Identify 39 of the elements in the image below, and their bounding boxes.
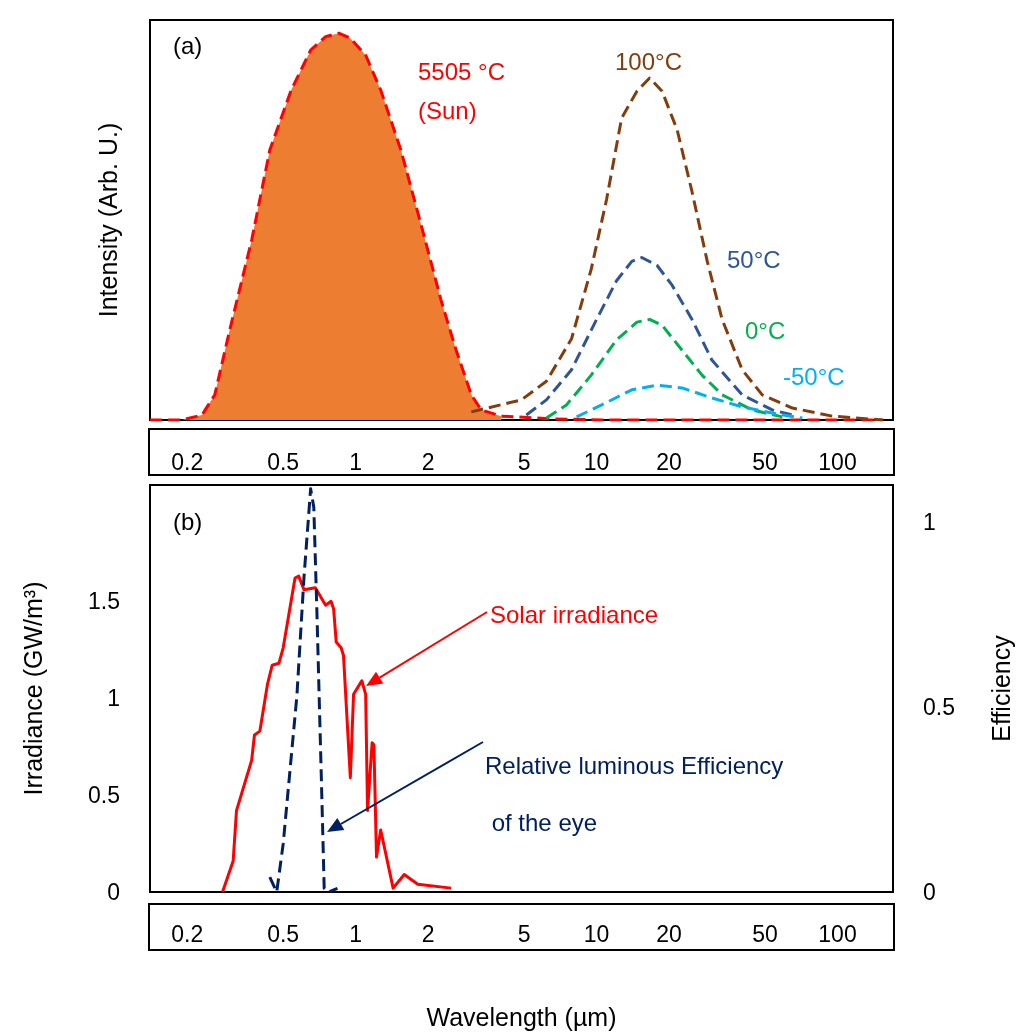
y-tick-label: 1.5 [88, 588, 120, 615]
x-tick-label: 100 [818, 448, 857, 475]
y-tick-label: 0 [107, 879, 120, 905]
x-tick-label: 0.5 [267, 920, 300, 947]
x-tick-label: 5 [517, 448, 531, 475]
x-tick-label: 10 [583, 448, 610, 475]
x-tick-label: 2 [421, 920, 435, 947]
y2-tick-label: 0.5 [923, 694, 955, 720]
annotation: (a) [173, 31, 203, 59]
x-tick-label: 100 [818, 920, 857, 947]
x-tick-label: 10 [583, 920, 610, 947]
y2-tick-label: 0 [923, 879, 936, 905]
x-tick-label: 1 [349, 448, 363, 475]
series-label: -50°C [783, 363, 845, 390]
text: 0°C [745, 317, 786, 344]
y-tick-label: 0.5 [88, 782, 120, 809]
x-axis-title: Wavelength (µm) [426, 1002, 617, 1031]
y-axis-title: Intensity (Arb. U.) [93, 122, 122, 318]
text: Solar irradiance [490, 601, 659, 628]
y-axis-title: Irradiance (GW/m³) [18, 581, 47, 796]
text: Relative luminous Efficiency of the eye [485, 752, 784, 836]
x-tick-label: 20 [656, 920, 682, 947]
annotation: (b) [173, 507, 203, 535]
x-tick-label: 50 [752, 920, 778, 947]
x-tick-label: 5 [517, 920, 531, 947]
x-tick-label: 1 [349, 920, 363, 947]
x-tick-label: 20 [656, 448, 682, 475]
series-label: 100°C [615, 48, 682, 75]
y2-tick-label: 1 [923, 509, 936, 535]
text: 50°C [727, 246, 781, 273]
y-tick-label: 1 [107, 685, 120, 712]
x-tick-label: 0.5 [267, 448, 300, 475]
y2-axis-title: Efficiency [986, 634, 1015, 742]
x-tick-label: 2 [421, 448, 435, 475]
series-label: 5505 °C [418, 58, 505, 85]
annotation: (Sun) [418, 96, 477, 124]
x-tick-label: 0.2 [171, 448, 204, 475]
x-tick-label: 50 [752, 448, 778, 475]
x-tick-label: 0.2 [171, 920, 204, 947]
